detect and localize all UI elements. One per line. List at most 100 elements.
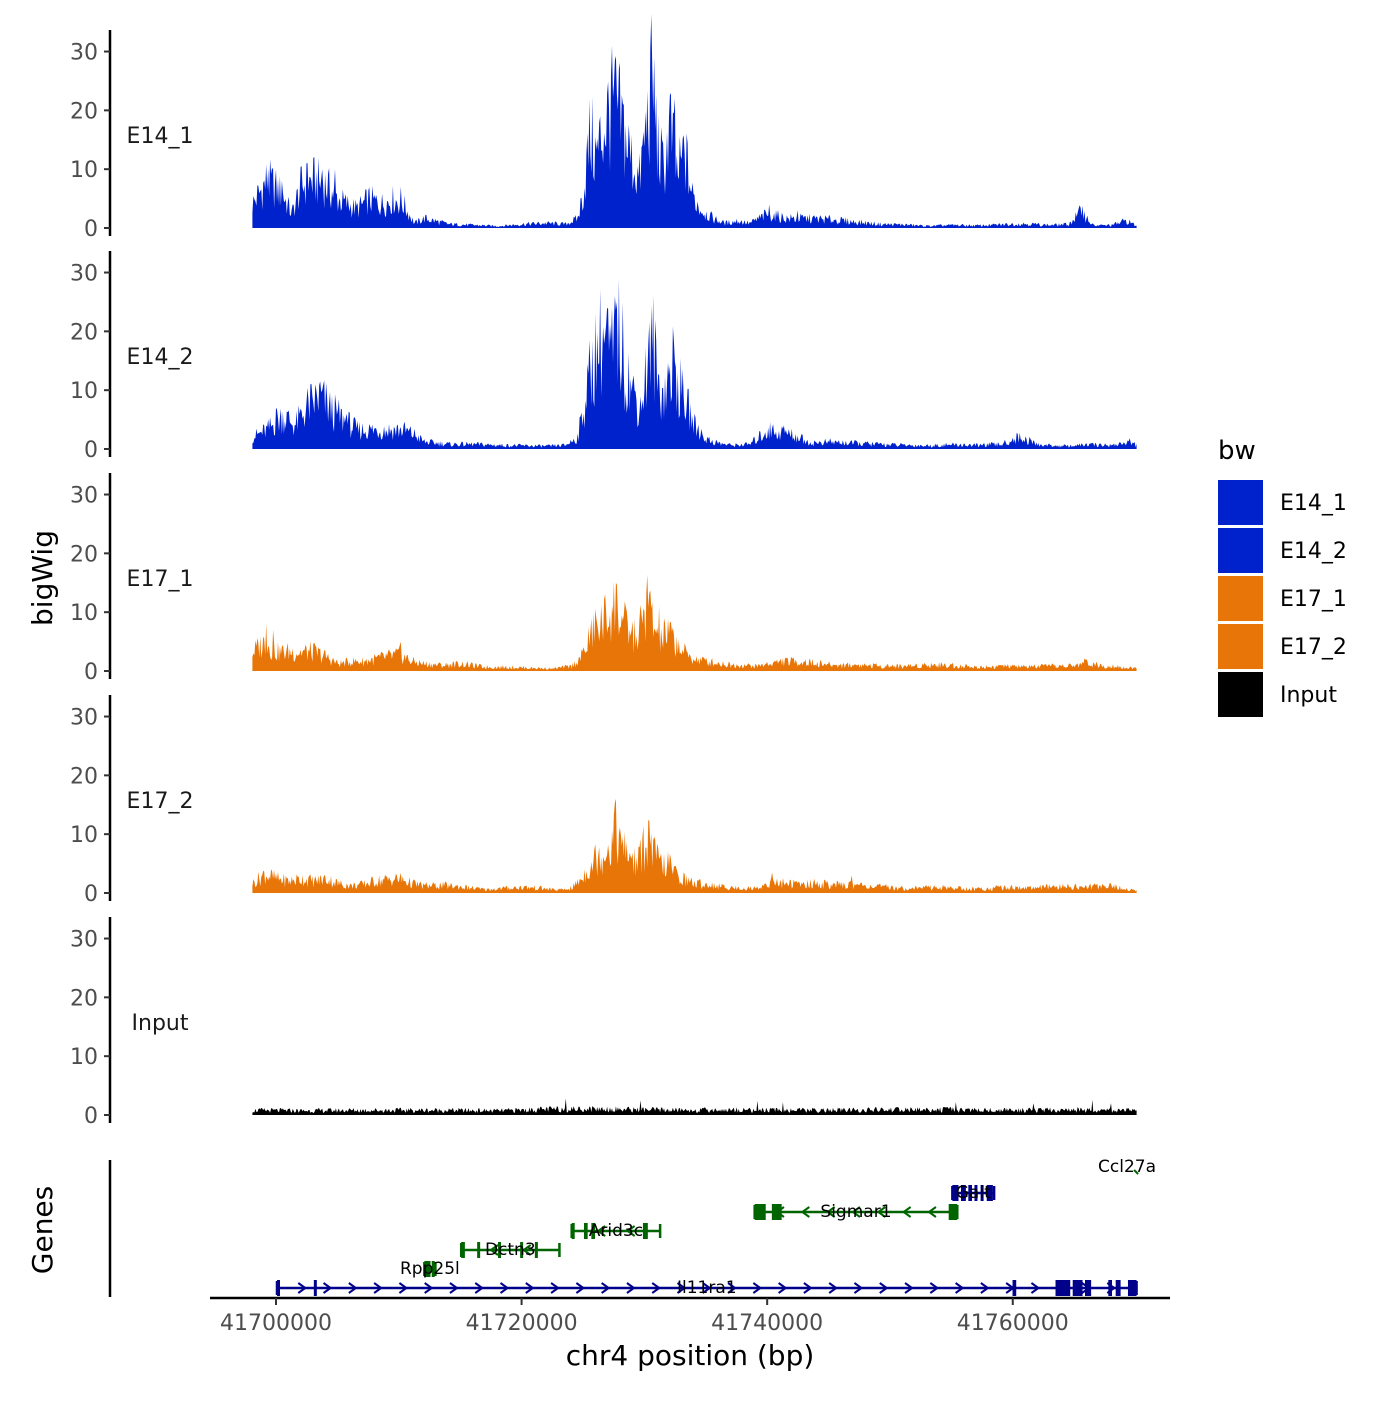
x-tick-label: 41700000: [220, 1311, 332, 1336]
x-axis: 41700000 41720000 41740000 41760000: [210, 1296, 1170, 1336]
strand-arrow: [601, 1282, 611, 1294]
strand-arrow: [676, 1282, 687, 1294]
y-tick-label: 20: [70, 99, 98, 124]
strand-arrow: [778, 1282, 788, 1294]
exon: [1055, 1280, 1071, 1296]
strand-arrow: [702, 1282, 712, 1294]
strand-arrow: [489, 1244, 499, 1256]
exon: [1012, 1280, 1017, 1296]
y-tick-label: 30: [70, 484, 98, 509]
legend-key-input: [1218, 672, 1263, 717]
strand-arrow: [927, 1206, 937, 1218]
exon: [974, 1185, 978, 1201]
strand-arrow: [904, 1282, 914, 1294]
strand-arrow: [651, 1282, 661, 1294]
y-tick-label: 0: [84, 882, 98, 907]
strand-arrow: [752, 1282, 763, 1294]
strand-arrow: [980, 1282, 990, 1294]
y-tick-label: 0: [84, 217, 98, 242]
strand-arrow: [398, 1282, 409, 1294]
strand-arrow: [499, 1282, 510, 1294]
strand-arrow: [803, 1282, 813, 1294]
y-tick-label: 30: [70, 41, 98, 66]
strand-arrow: [626, 1282, 636, 1294]
track-e17-2: 0 10 20 30 E17_2: [70, 695, 1137, 907]
strand-arrow: [297, 1282, 308, 1294]
gene-mark: [1133, 1169, 1139, 1175]
gene-arid3c: Arid3c: [570, 1221, 662, 1241]
signal-area: [252, 574, 1137, 671]
y-tick-label: 30: [70, 706, 98, 731]
exon: [980, 1185, 984, 1201]
strand-arrow: [348, 1282, 358, 1294]
exon: [424, 1261, 431, 1277]
strand-arrow: [373, 1282, 383, 1294]
legend-key-e14-1: [1218, 480, 1263, 525]
strand-arrow: [525, 1282, 535, 1294]
strand-arrow: [625, 1225, 636, 1237]
strand-arrow: [800, 1206, 810, 1218]
track-e14-1: 0 10 20 30 E14_1: [70, 14, 1137, 242]
gene-sigmar1: Sigmar1: [753, 1202, 959, 1222]
gene-label: Galt: [956, 1183, 991, 1203]
legend-title: bw: [1218, 436, 1256, 466]
y-tick-label: 10: [70, 823, 98, 848]
legend-key-e14-2: [1218, 528, 1263, 573]
signal-tracks: 0 10 20 30 E14_1 0 10 20 30 E14_2 0 10 20 30 E17_1 0 10 2…: [70, 14, 1137, 1129]
gene-label: Rpp25l: [400, 1259, 460, 1279]
strand-arrow: [727, 1282, 737, 1294]
track-input: 0 10 20 30 Input: [70, 917, 1137, 1129]
strand-arrow: [575, 1282, 586, 1294]
strand-arrow: [1030, 1282, 1041, 1294]
y-tick-label: 10: [70, 601, 98, 626]
strand-arrow: [828, 1282, 838, 1294]
gene-il11ra1: Il11ra1: [275, 1278, 1138, 1298]
exon: [754, 1204, 766, 1220]
exon: [948, 1204, 958, 1220]
x-tick-label: 41740000: [711, 1311, 823, 1336]
strand-arrow: [550, 1282, 560, 1294]
exon: [313, 1280, 317, 1296]
exon: [498, 1242, 502, 1258]
x-axis-title: chr4 position (bp): [566, 1339, 815, 1372]
track-e17-1: 0 10 20 30 E17_1: [70, 473, 1137, 685]
strand-arrow: [322, 1282, 333, 1294]
exon: [986, 1185, 993, 1201]
exon: [591, 1223, 596, 1239]
exon: [642, 1223, 648, 1239]
exon: [1127, 1280, 1137, 1296]
y-tick-label: 10: [70, 379, 98, 404]
y-tick-label: 20: [70, 320, 98, 345]
exon: [571, 1223, 575, 1239]
genes-axis-title: Genes: [26, 1186, 59, 1274]
exon: [960, 1185, 966, 1201]
y-tick-label: 0: [84, 1104, 98, 1129]
strand-arrow: [853, 1282, 864, 1294]
exon: [1108, 1280, 1112, 1296]
track-label: E14_1: [127, 124, 194, 149]
track-e14-2: 0 10 20 30 E14_2: [70, 251, 1137, 463]
legend-label: E14_1: [1280, 491, 1347, 516]
y-tick-label: 20: [70, 764, 98, 789]
strand-arrow: [825, 1206, 836, 1218]
exon: [583, 1223, 588, 1239]
exon: [771, 1204, 782, 1220]
track-label: E17_1: [127, 567, 194, 592]
exon: [1115, 1280, 1121, 1296]
exon: [461, 1242, 465, 1258]
signal-area: [252, 14, 1137, 229]
gene-galt: Galt: [951, 1183, 996, 1203]
y-tick-label: 10: [70, 1045, 98, 1070]
y-tick-label: 30: [70, 928, 98, 953]
gene-rpp25l: Rpp25l: [400, 1259, 460, 1279]
y-axis-title: bigWig: [26, 530, 59, 626]
gene-label: Dctn3: [485, 1240, 536, 1260]
strand-arrow: [955, 1282, 965, 1294]
strand-arrow: [929, 1282, 940, 1294]
exon: [520, 1242, 524, 1258]
legend-label: Input: [1280, 683, 1337, 708]
y-tick-label: 10: [70, 158, 98, 183]
gene-ccl27a: Ccl27a: [1098, 1157, 1156, 1177]
